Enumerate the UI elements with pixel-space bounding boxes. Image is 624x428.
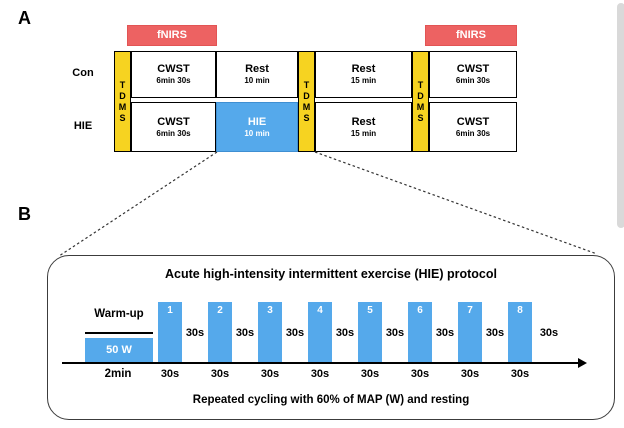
tdms-letter: D [303, 90, 310, 101]
tdms-letter: T [417, 79, 424, 90]
cell-subtitle: 15 min [350, 128, 377, 138]
warmup-duration-label: 2min [104, 368, 132, 380]
protocol-caption: Repeated cycling with 60% of MAP (W) and… [192, 394, 470, 406]
cell-title: CWST [456, 115, 490, 128]
cell-title: Rest [245, 63, 269, 75]
cell-subtitle: 15 min [350, 76, 377, 85]
rest-duration-label: 30s [185, 327, 205, 339]
cell-con-rest-10: Rest 10 min [216, 51, 298, 98]
cell-con-cwst-2: CWST 6min 30s [429, 51, 517, 98]
rest-duration-label: 30s [539, 327, 559, 339]
cell-title: HIE [247, 115, 267, 128]
scrollbar-thumb[interactable] [617, 3, 624, 228]
time-axis [62, 362, 579, 364]
cell-subtitle: 6min 30s [455, 76, 491, 85]
rest-duration-label: 30s [335, 327, 355, 339]
tdms-letter: T [303, 79, 310, 90]
work-duration-label: 30s [360, 368, 380, 380]
tdms-letter: S [303, 112, 310, 123]
cell-subtitle: 10 min [244, 76, 270, 85]
exercise-bar-1: 1 [158, 302, 182, 362]
cell-title: Rest [351, 115, 376, 128]
work-duration-label: 30s [310, 368, 330, 380]
work-duration-label: 30s [210, 368, 230, 380]
tdms-letter: D [119, 90, 126, 101]
cell-hie-cwst-2: CWST 6min 30s [429, 102, 517, 152]
work-duration-label: 30s [460, 368, 480, 380]
cell-title: CWST [157, 115, 190, 128]
fnirs-badge-right: fNIRS [425, 25, 517, 46]
tdms-letter: S [417, 112, 424, 123]
cell-subtitle: 10 min [244, 128, 270, 138]
tdms-letter: M [416, 101, 425, 112]
tdms-block-1: T D M S [114, 51, 131, 152]
tdms-block-2: T D M S [298, 51, 315, 152]
row-label-hie: HIE [73, 120, 93, 132]
warmup-power-box: 50 W [85, 338, 153, 362]
panel-b-label: B [18, 204, 31, 224]
cell-subtitle: 6min 30s [156, 128, 191, 138]
cell-hie-rest-15: Rest 15 min [315, 102, 412, 152]
exercise-bar-8: 8 [508, 302, 532, 362]
exercise-bar-4: 4 [308, 302, 332, 362]
rest-duration-label: 30s [285, 327, 305, 339]
fnirs-badge-left: fNIRS [127, 25, 217, 46]
cell-title: CWST [157, 63, 190, 75]
cell-title: Rest [351, 63, 376, 75]
rest-duration-label: 30s [485, 327, 505, 339]
exercise-bar-5: 5 [358, 302, 382, 362]
axis-arrowhead-icon [578, 358, 587, 368]
tdms-block-3: T D M S [412, 51, 429, 152]
tdms-letter: M [302, 101, 311, 112]
cell-subtitle: 6min 30s [156, 76, 191, 85]
cell-hie-cwst-1: CWST 6min 30s [131, 102, 216, 152]
tdms-letter: S [119, 112, 126, 123]
rest-duration-label: 30s [385, 327, 405, 339]
tdms-letter: T [119, 79, 126, 90]
warmup-label: Warm-up [94, 308, 144, 320]
panel-a-label: A [18, 8, 31, 28]
row-label-con: Con [72, 67, 94, 79]
work-duration-label: 30s [410, 368, 430, 380]
cell-subtitle: 6min 30s [455, 128, 491, 138]
work-duration-label: 30s [510, 368, 530, 380]
exercise-bar-2: 2 [208, 302, 232, 362]
exercise-bar-6: 6 [408, 302, 432, 362]
exercise-bar-3: 3 [258, 302, 282, 362]
work-duration-label: 30s [160, 368, 180, 380]
rest-duration-label: 30s [235, 327, 255, 339]
warmup-underline [85, 332, 153, 334]
cell-title: CWST [456, 63, 490, 75]
cell-con-rest-15: Rest 15 min [315, 51, 412, 98]
protocol-title: Acute high-intensity intermittent exerci… [165, 267, 497, 281]
cell-con-cwst-1: CWST 6min 30s [131, 51, 216, 98]
work-duration-label: 30s [260, 368, 280, 380]
tdms-letter: D [417, 90, 424, 101]
cell-hie-exercise: HIE 10 min [216, 102, 298, 152]
tdms-letter: M [118, 101, 127, 112]
exercise-bar-7: 7 [458, 302, 482, 362]
rest-duration-label: 30s [435, 327, 455, 339]
